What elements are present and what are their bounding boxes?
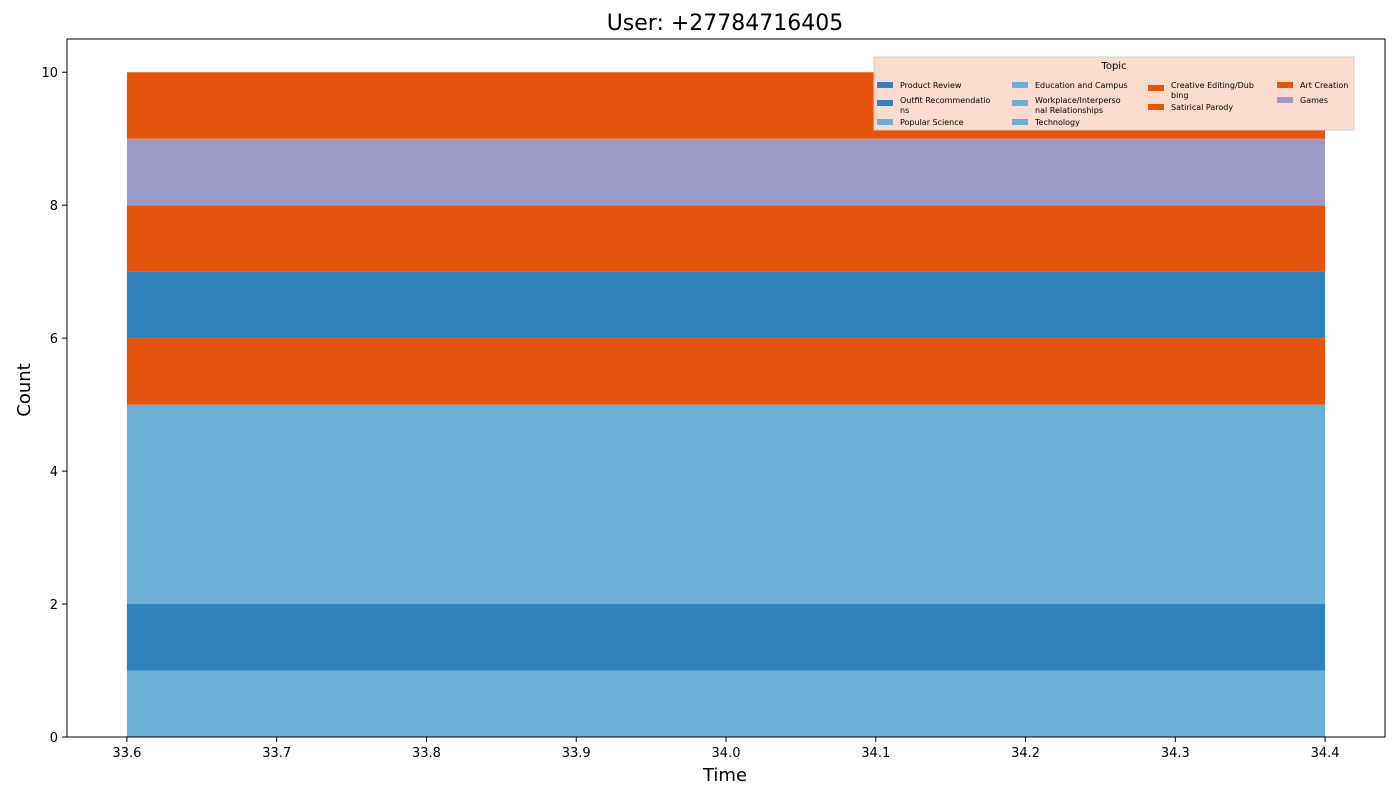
y-tick-label: 2 [50,598,58,613]
legend-swatch-product-review [877,82,893,88]
area-education-and-campus [126,404,1326,605]
y-tick-label: 10 [41,66,58,81]
legend-title: Topic [1100,61,1126,72]
chart-title: User: +27784716405 [607,11,844,36]
area-outfit-recommendations [126,604,1326,671]
x-tick-label: 34.0 [712,746,741,761]
area-product-review [126,271,1326,339]
y-tick-label: 8 [50,199,58,214]
y-axis-label: Count [14,363,35,416]
legend-swatch-satirical-parody [1148,104,1164,110]
y-tick-label: 4 [50,465,58,480]
area-popular-science [126,670,1326,737]
y-tick-label: 6 [50,332,58,347]
legend-swatch-workplace-interpersonal-relationships [1012,100,1028,106]
legend-swatch-creative-editing-dubbing [1148,85,1164,91]
x-tick-label: 33.7 [262,746,291,761]
x-tick-label: 34.4 [1311,746,1340,761]
x-tick-label: 34.3 [1161,746,1190,761]
legend-label-popular-science: Popular Science [900,118,964,127]
area-games [126,138,1326,206]
legend-swatch-games [1277,97,1293,103]
legend-swatch-technology [1012,119,1028,125]
legend-label-creative-editing-dubbing: Creative Editing/Dub bing [1171,81,1254,100]
legend-swatch-education-and-campus [1012,82,1028,88]
legend-label-product-review: Product Review [900,81,962,90]
x-tick-label: 33.9 [562,746,591,761]
x-tick-label: 34.1 [861,746,890,761]
legend-label-education-and-campus: Education and Campus [1035,81,1128,90]
x-tick-label: 33.8 [412,746,441,761]
axes-layer: 33.6 33.7 33.8 33.9 34.0 34.1 34.2 34.3 34.4 0 2 4 6… [41,66,1339,761]
legend-swatch-outfit-recommendations [877,100,893,106]
legend-label-satirical-parody: Satirical Parody [1171,103,1233,112]
legend-label-art-creation: Art Creation [1300,81,1348,90]
legend-label-outfit-recommendations: Outfit Recommendatio ns [900,96,991,115]
legend-box [873,56,1355,131]
legend-swatch-art-creation [1277,82,1293,88]
legend-label-technology: Technology [1034,118,1080,127]
legend-label-workplace-interpersonal-relationships: Workplace/Interperso nal Relationships [1035,96,1121,115]
x-axis-label: Time [702,765,747,786]
area-satirical-parody [126,338,1326,405]
legend-label-games: Games [1300,96,1328,105]
legend: Topic Product Review Outfit Recommendatio n… [873,56,1355,131]
x-tick-label: 33.6 [112,746,141,761]
y-tick-label: 0 [50,731,58,746]
area-creative-editing-dubbing [126,205,1326,272]
legend-swatch-popular-science [877,119,893,125]
x-tick-label: 34.2 [1011,746,1040,761]
areas-layer [126,72,1326,737]
